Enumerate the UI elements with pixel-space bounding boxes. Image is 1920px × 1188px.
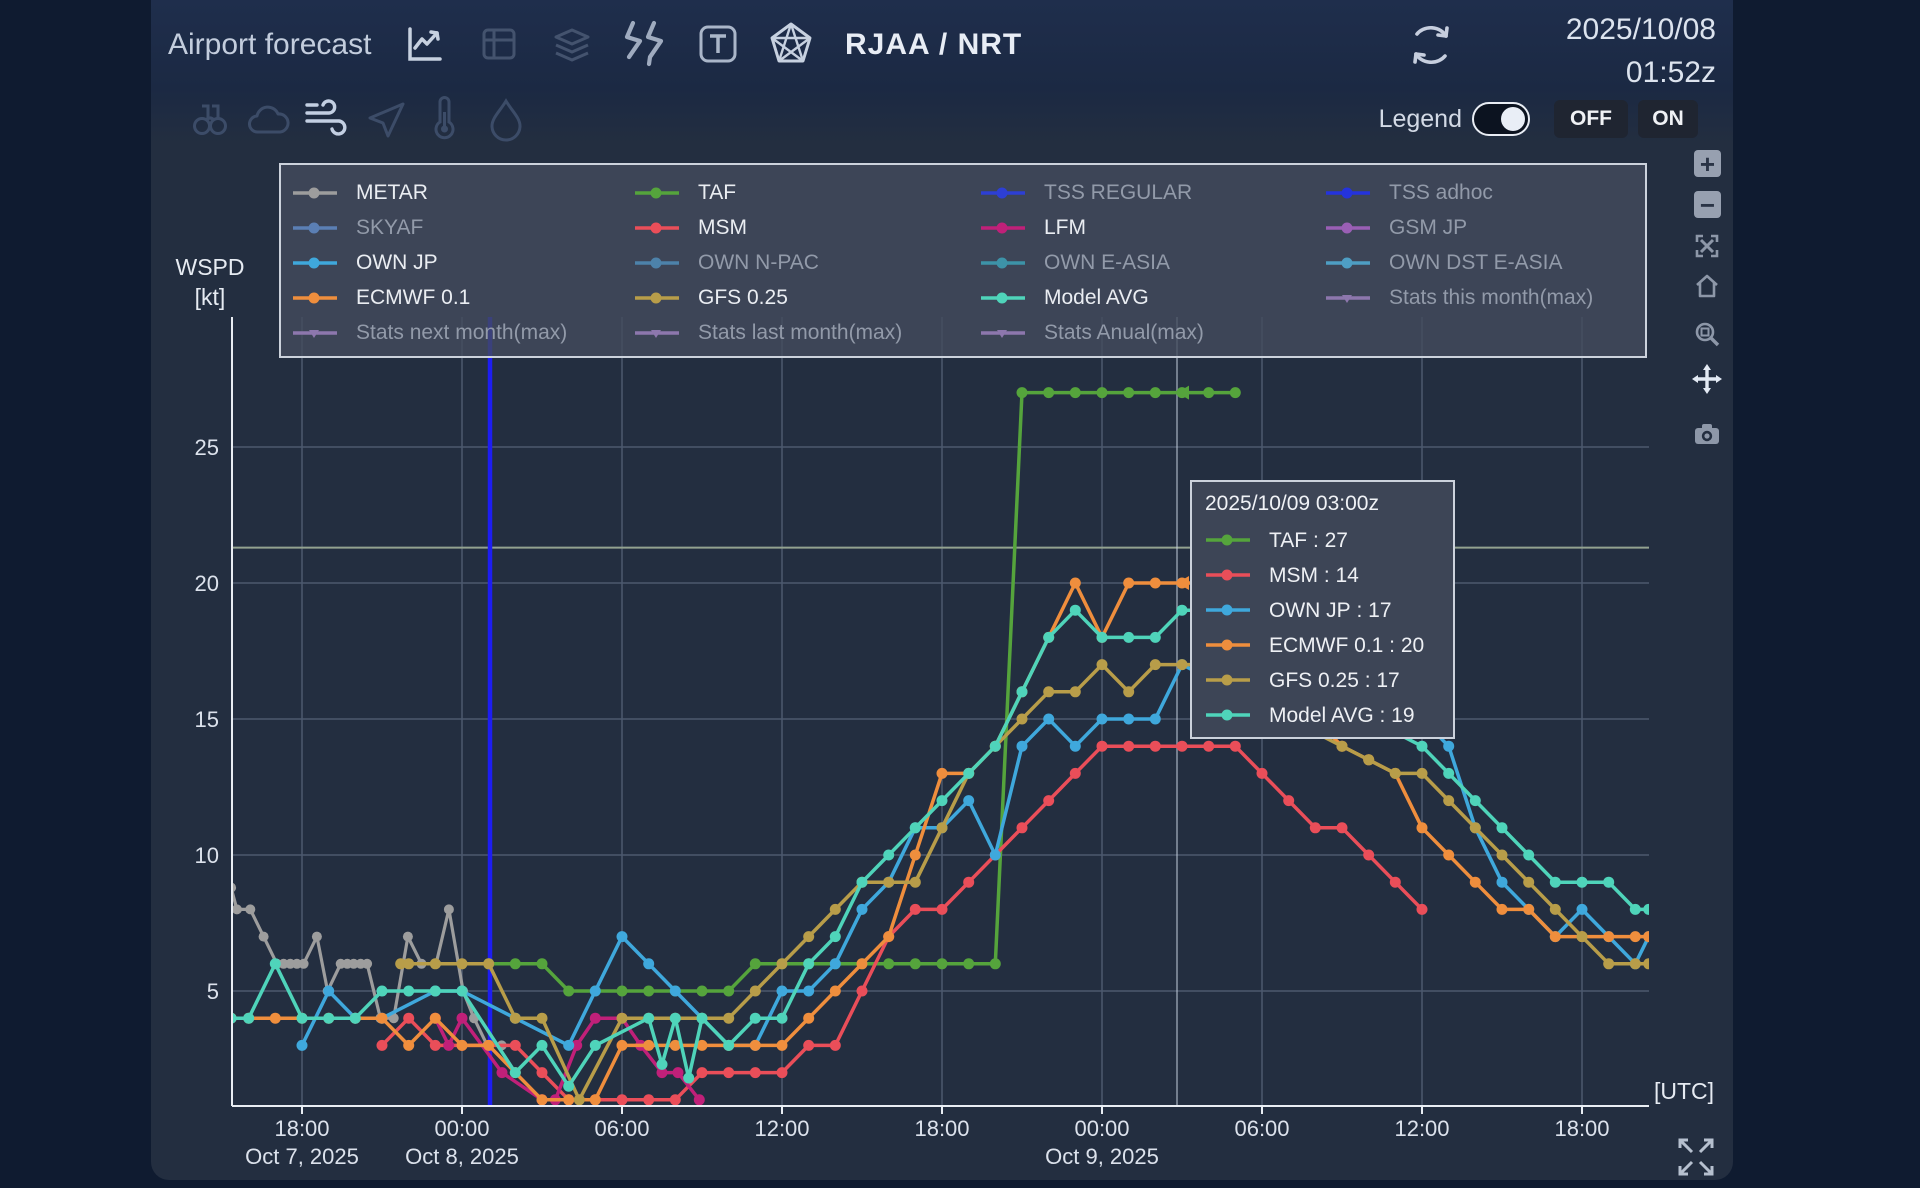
svg-text:25: 25 — [195, 435, 219, 460]
svg-text:5: 5 — [207, 979, 219, 1004]
svg-text:10: 10 — [195, 843, 219, 868]
svg-text:06:00: 06:00 — [594, 1116, 649, 1141]
svg-text:18:00: 18:00 — [274, 1116, 329, 1141]
svg-text:00:00: 00:00 — [1074, 1116, 1129, 1141]
svg-text:20: 20 — [195, 571, 219, 596]
svg-text:12:00: 12:00 — [754, 1116, 809, 1141]
svg-text:Oct 8, 2025: Oct 8, 2025 — [405, 1144, 519, 1169]
svg-text:18:00: 18:00 — [914, 1116, 969, 1141]
svg-text:Oct 9, 2025: Oct 9, 2025 — [1045, 1144, 1159, 1169]
svg-text:00:00: 00:00 — [434, 1116, 489, 1141]
svg-text:15: 15 — [195, 707, 219, 732]
svg-text:[kt]: [kt] — [195, 284, 226, 310]
svg-text:12:00: 12:00 — [1394, 1116, 1449, 1141]
svg-text:[UTC]: [UTC] — [1654, 1078, 1714, 1104]
svg-text:06:00: 06:00 — [1234, 1116, 1289, 1141]
svg-text:WSPD: WSPD — [176, 254, 245, 280]
svg-text:Oct 7, 2025: Oct 7, 2025 — [245, 1144, 359, 1169]
svg-text:18:00: 18:00 — [1554, 1116, 1609, 1141]
